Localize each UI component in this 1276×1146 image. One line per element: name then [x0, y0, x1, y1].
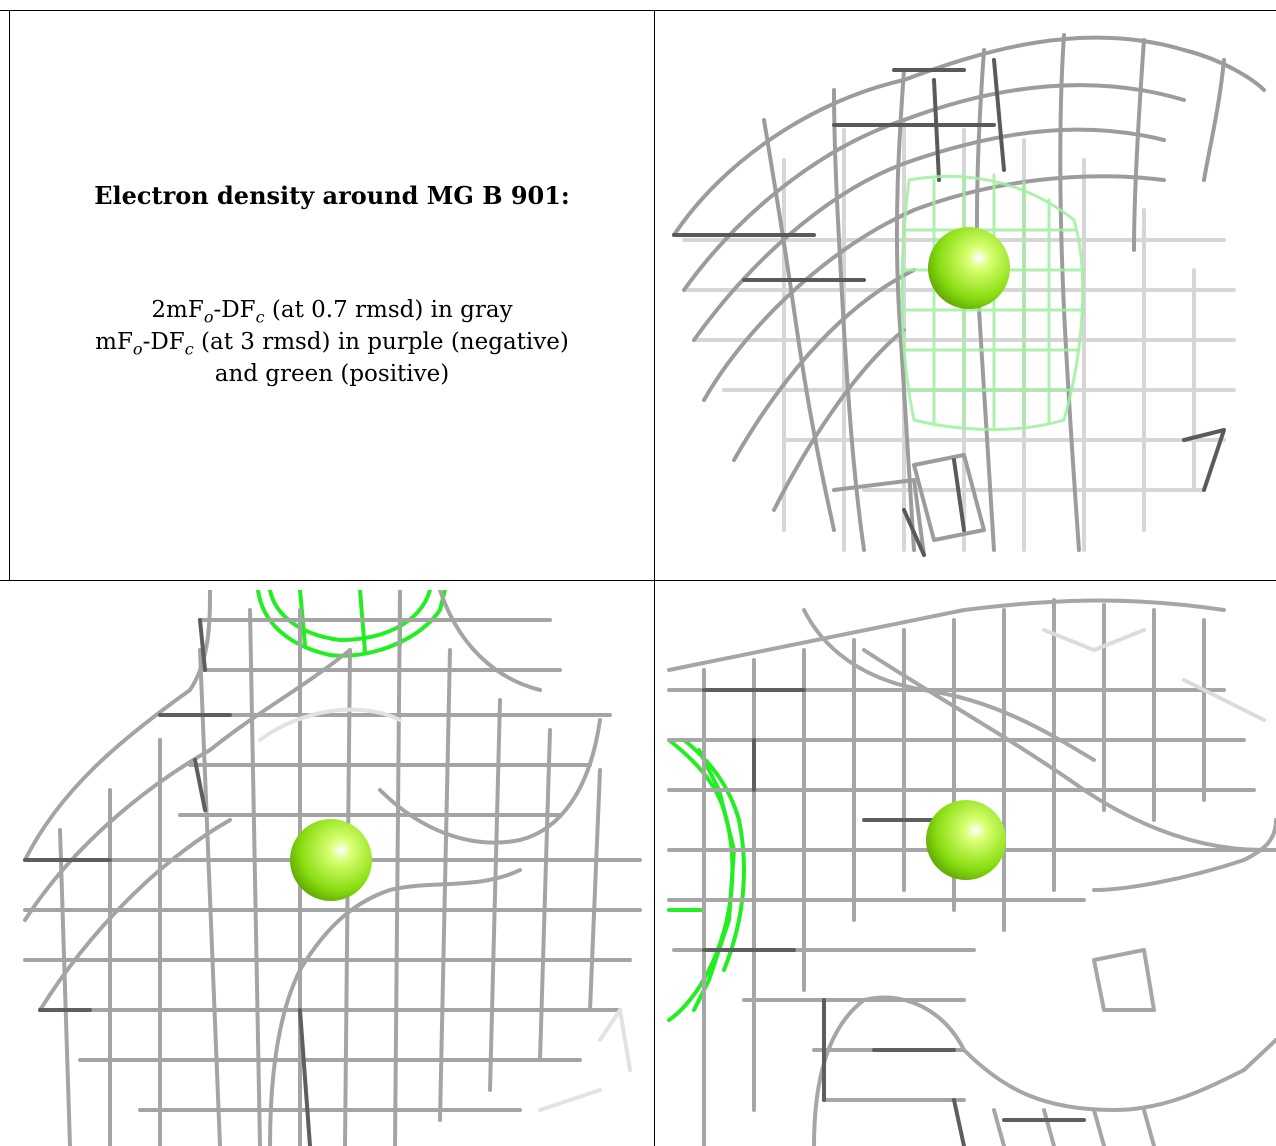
table-rule-middle — [0, 580, 1276, 581]
density-panel-bottom-left — [0, 590, 648, 1146]
table-rule-top — [0, 10, 1276, 11]
density-panel-bottom-right — [664, 590, 1276, 1146]
figure-description: 2mFo-DFc (at 0.7 rmsd) in gray mFo-DFc (… — [20, 294, 644, 390]
caption-cell: Electron density around MG B 901: 2mFo-D… — [20, 10, 644, 570]
table-rule-left — [9, 10, 10, 580]
figure-title: Electron density around MG B 901: — [94, 181, 570, 210]
mg-ion-sphere — [928, 227, 1010, 309]
mg-ion-sphere — [926, 800, 1006, 880]
density-panel-top-right — [664, 10, 1276, 570]
legend-line-2fo-fc: 2mFo-DFc (at 0.7 rmsd) in gray — [151, 297, 513, 327]
legend-line-positive: and green (positive) — [214, 361, 450, 387]
table-rule-center — [654, 10, 655, 1146]
legend-line-fo-fc: mFo-DFc (at 3 rmsd) in purple (negative) — [95, 329, 569, 359]
mg-ion-sphere — [290, 819, 372, 901]
